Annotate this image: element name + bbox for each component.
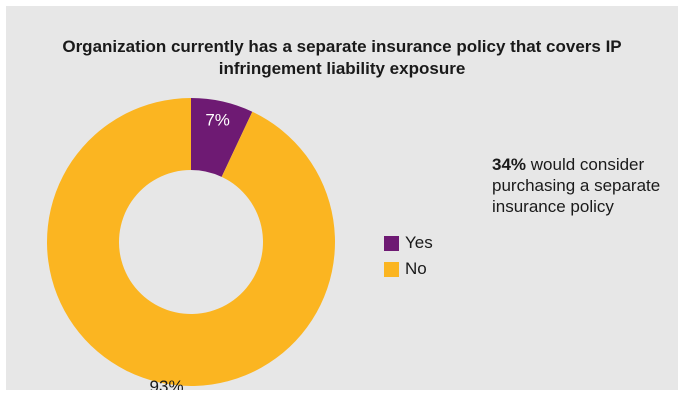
callout-description: would consider purchasing a separate ins… (492, 155, 661, 216)
legend-label-no: No (405, 259, 427, 278)
chart-title: Organization currently has a separate in… (62, 37, 622, 78)
donut-slice-yes (191, 98, 253, 177)
legend-label-yes: Yes (405, 233, 433, 252)
donut-chart: 7% 93% (47, 98, 335, 390)
data-label-no: 93% (150, 377, 184, 390)
legend: Yes No (384, 230, 433, 282)
legend-item-yes: Yes (384, 230, 433, 256)
chart-panel: Organization currently has a separate in… (6, 6, 678, 390)
callout-value: 34% (492, 155, 527, 174)
legend-swatch-yes (384, 235, 399, 251)
legend-swatch-no (384, 261, 399, 277)
data-label-yes: 7% (205, 110, 230, 129)
donut-slice-no (47, 98, 335, 386)
legend-item-no: No (384, 256, 433, 282)
callout-text: 34% would consider purchasing a separate… (492, 154, 662, 217)
